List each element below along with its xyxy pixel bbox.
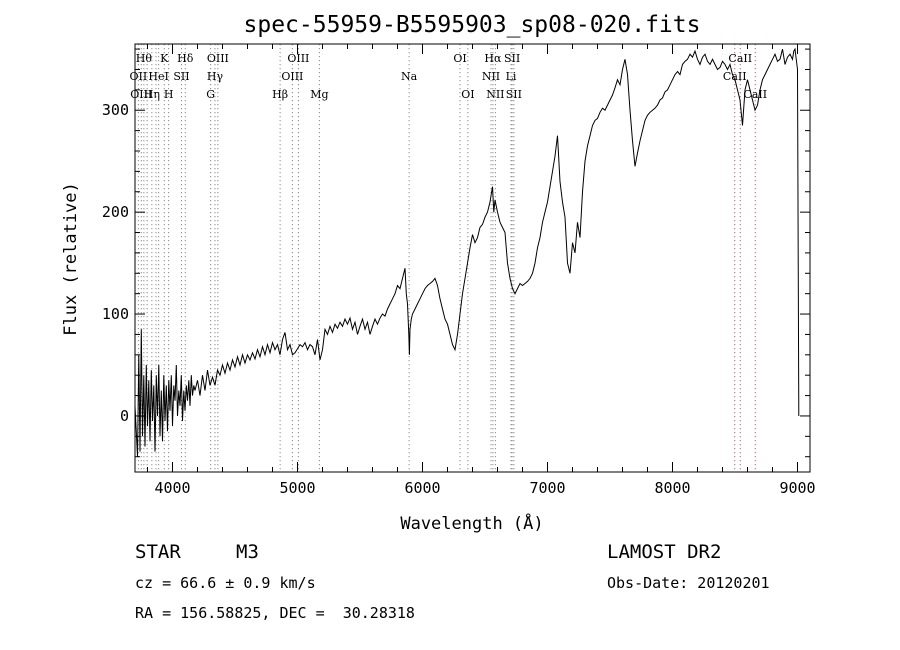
spectral-line-label: OII	[130, 70, 148, 83]
spectral-line-label: Hθ	[136, 52, 153, 65]
chart-title: spec-55959-B5595903_sp08-020.fits	[244, 12, 701, 38]
spectral-line-label: Mg	[310, 88, 328, 101]
y-tick-label: 0	[120, 407, 129, 425]
spectral-line-label: Hδ	[177, 52, 194, 65]
spectral-line-label: H	[164, 88, 174, 101]
y-tick-label: 100	[102, 305, 129, 323]
x-tick-label: 7000	[529, 479, 565, 497]
spectral-line-label: SII	[173, 70, 189, 83]
spectral-line-label: OIII	[130, 88, 152, 101]
spectral-line-label: OI	[453, 52, 466, 65]
coordinates: RA = 156.58825, DEC = 30.28318	[135, 604, 415, 622]
spectral-line-label: OIII	[207, 52, 229, 65]
spectral-line-label: Hβ	[272, 88, 288, 101]
x-tick-label: 8000	[654, 479, 690, 497]
spectral-line-label: Li	[506, 70, 517, 83]
x-axis-label: Wavelength (Å)	[400, 512, 543, 534]
spectral-line-label: HeI	[148, 70, 168, 83]
flux-line	[135, 47, 800, 457]
spectral-line-label: NII	[482, 70, 500, 83]
spectral-line-label: K	[160, 52, 169, 65]
y-tick-label: 300	[102, 101, 129, 119]
spectral-line-label: Hα	[484, 52, 502, 65]
y-tick-label: 200	[102, 203, 129, 221]
spectral-line-label: G	[206, 88, 215, 101]
plot-frame	[134, 43, 811, 473]
spectral-line-label: CaII	[728, 52, 752, 65]
redshift-value: cz = 66.6 ± 0.9 km/s	[135, 574, 316, 592]
spectral-line-label: CaII	[743, 88, 767, 101]
x-tick-label: 4000	[154, 479, 190, 497]
spectral-line-label: OIII	[287, 52, 309, 65]
spectral-line-label: OI	[461, 88, 474, 101]
object-subclass: M3	[236, 541, 259, 563]
spectral-line-label: SII	[506, 88, 522, 101]
spectral-line-labels: OII OIII Hθ Hη HeI K H SII Hδ G Hγ OIII Hβ OIII OIII Mg…	[130, 52, 768, 101]
x-tick-label: 6000	[404, 479, 440, 497]
spectral-line-label: Na	[401, 70, 418, 83]
spectral-line-label: SII	[504, 52, 520, 65]
spectral-line-markers	[137, 44, 756, 472]
survey-name: LAMOST DR2	[607, 541, 722, 563]
obs-date: Obs-Date: 20120201	[607, 574, 770, 592]
flux-series	[135, 47, 800, 457]
spectral-line-label: CaII	[723, 70, 747, 83]
spectral-line-label: Hγ	[207, 70, 224, 83]
x-tick-label: 5000	[279, 479, 315, 497]
x-tick-label: 9000	[779, 479, 815, 497]
spectral-line-label: OIII	[281, 70, 303, 83]
y-axis-label: Flux (relative)	[61, 182, 81, 336]
spectral-line-label: NII	[486, 88, 504, 101]
object-class: STAR	[135, 541, 181, 563]
spectral-line-label: Hη	[144, 88, 160, 101]
axes: 4000 5000 6000 7000 8000 9000 0 100 200 300	[102, 43, 816, 497]
